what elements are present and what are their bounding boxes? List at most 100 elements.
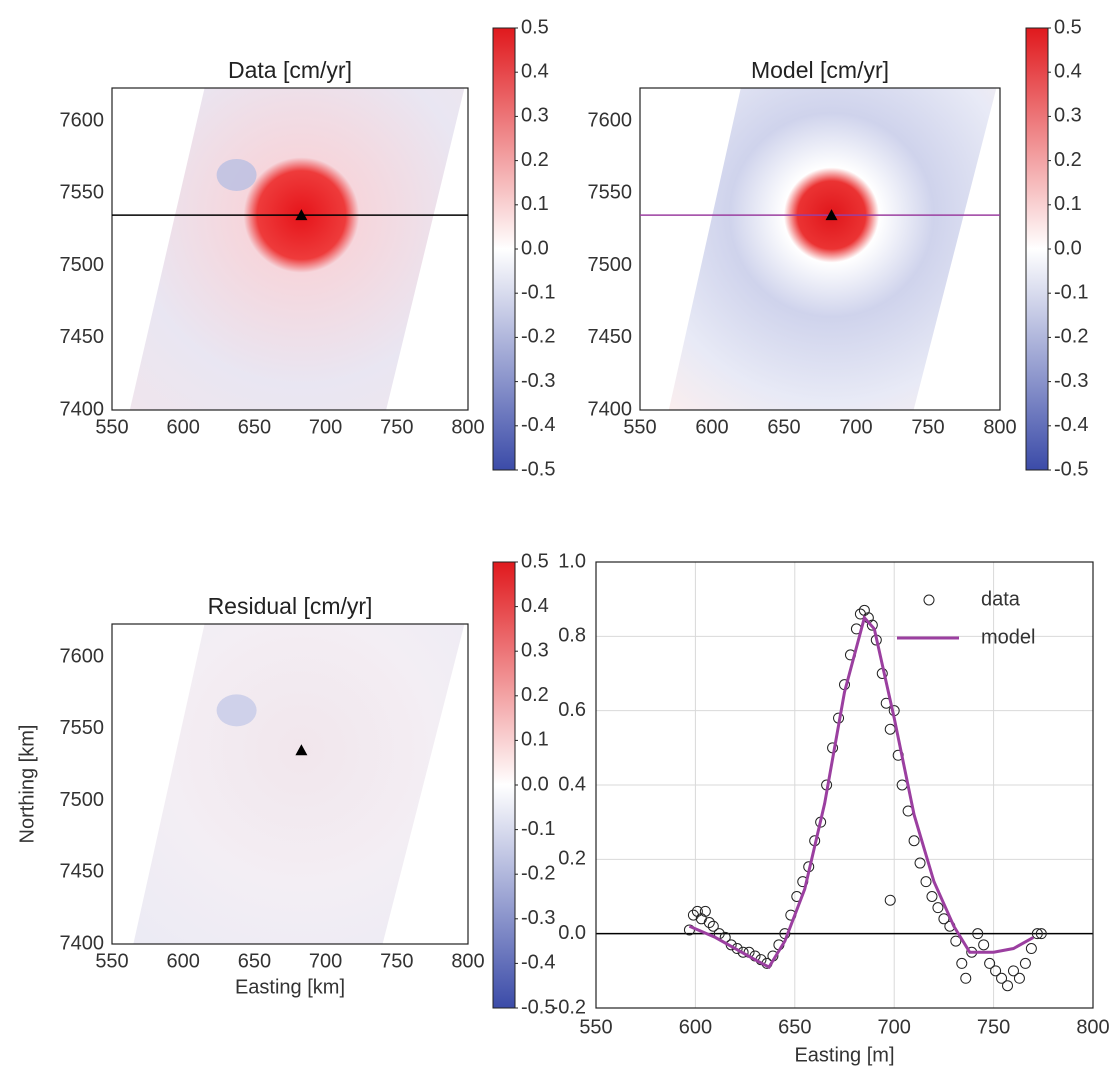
y-tick-label: 7500 (60, 254, 105, 276)
data-point (1002, 980, 1014, 992)
x-axis-label: Easting [m] (794, 1044, 894, 1066)
colorbar-tick-label: 0.2 (1054, 149, 1082, 171)
x-tick-label: 650 (767, 416, 800, 438)
source-marker (295, 744, 308, 756)
axes-frame (639, 87, 1001, 411)
data-point (978, 939, 990, 951)
data-point (990, 965, 1002, 977)
map-feature (216, 158, 257, 191)
map-image (129, 88, 465, 410)
colorbar-tick-label: 0.3 (521, 105, 549, 127)
x-tick-label: 650 (238, 950, 271, 972)
chart-title: Residual [cm/yr] (208, 593, 373, 619)
legend-label: model (981, 626, 1035, 648)
data-point (1035, 928, 1047, 940)
x-tick-label: 700 (309, 416, 342, 438)
source-marker (825, 209, 838, 221)
data-point (984, 957, 996, 969)
y-tick-label: 7450 (60, 861, 105, 883)
colorbar-tick-label: 0.0 (521, 237, 549, 259)
colorbar-tick-label: -0.3 (1054, 370, 1088, 392)
y-tick-label: 1.0 (558, 550, 586, 572)
data-point (1031, 928, 1043, 940)
data-point (914, 857, 926, 869)
map-image (668, 88, 997, 410)
y-tick-label: 7600 (60, 645, 105, 667)
data-point (703, 917, 715, 929)
colorbar-tick-label: 0.4 (521, 60, 549, 82)
data-point (926, 891, 938, 902)
x-tick-label: 550 (623, 416, 656, 438)
colorbar-tick-label: 0.3 (521, 639, 549, 661)
colorbar-tick-label: -0.1 (1054, 281, 1088, 303)
colorbar (492, 27, 516, 471)
colorbar-tick-label: 0.2 (521, 149, 549, 171)
data-point (1019, 957, 1031, 969)
colorbar-tick-label: 0.0 (521, 773, 549, 795)
x-tick-label: 700 (839, 416, 872, 438)
map-feature (216, 694, 257, 727)
colorbar-tick-label: 0.1 (521, 193, 549, 215)
y-tick-label: 7400 (60, 398, 105, 420)
source-marker (295, 209, 308, 221)
axes-frame (111, 623, 469, 945)
colorbar-tick-label: 0.5 (1054, 16, 1082, 38)
colorbar-tick-label: -0.2 (1054, 326, 1088, 348)
x-tick-label: 550 (95, 950, 128, 972)
x-tick-label: 550 (95, 416, 128, 438)
x-tick-label: 600 (695, 416, 728, 438)
y-tick-label: 0.6 (558, 699, 586, 721)
map-image (133, 624, 465, 944)
data-point (956, 957, 968, 969)
y-tick-label: 7400 (588, 398, 633, 420)
y-tick-label: 7400 (60, 932, 105, 954)
data-point (932, 902, 944, 914)
data-point (737, 946, 749, 958)
colorbar-tick-label: 0.1 (1054, 193, 1082, 215)
x-tick-label: 750 (977, 1016, 1010, 1038)
x-tick-label: 800 (451, 950, 484, 972)
x-tick-label: 750 (911, 416, 944, 438)
x-tick-label: 800 (1076, 1016, 1109, 1038)
x-tick-label: 600 (167, 950, 200, 972)
chart-title: Data [cm/yr] (228, 57, 352, 83)
data-point (884, 894, 896, 906)
colorbar-tick-label: -0.1 (521, 281, 555, 303)
colorbar-tick-label: -0.3 (521, 907, 555, 929)
x-axis-label: Easting [km] (235, 976, 345, 998)
x-tick-label: 650 (238, 416, 271, 438)
y-tick-label: 7450 (60, 326, 105, 348)
colorbar (1025, 27, 1049, 471)
x-tick-label: 750 (380, 950, 413, 972)
data-point (699, 905, 711, 917)
y-tick-label: 7600 (588, 109, 633, 131)
axes-frame (595, 561, 1094, 1009)
colorbar-tick-label: -0.2 (521, 326, 555, 348)
colorbar-tick-label: -0.4 (521, 414, 555, 436)
y-tick-label: 7550 (60, 182, 105, 204)
colorbar-tick-label: -0.2 (521, 862, 555, 884)
x-tick-label: 600 (167, 416, 200, 438)
y-tick-label: 0.0 (558, 922, 586, 944)
x-tick-label: 550 (579, 1016, 612, 1038)
legend-marker (923, 594, 935, 606)
colorbar-tick-label: -0.4 (1054, 414, 1088, 436)
x-tick-label: 650 (778, 1016, 811, 1038)
data-point (920, 876, 932, 888)
colorbar-tick-label: -0.5 (1054, 458, 1088, 480)
colorbar-tick-label: 0.4 (1054, 60, 1082, 82)
data-point (707, 920, 719, 932)
data-point (1013, 972, 1025, 984)
colorbar-tick-label: -0.5 (521, 996, 555, 1018)
chart-title: Model [cm/yr] (751, 57, 889, 83)
x-tick-label: 750 (380, 416, 413, 438)
colorbar-tick-label: 0.5 (521, 16, 549, 38)
colorbar-tick-label: -0.4 (521, 952, 555, 974)
x-tick-label: 700 (309, 950, 342, 972)
data-point (950, 935, 962, 947)
colorbar-tick-label: 0.1 (521, 729, 549, 751)
y-tick-label: 0.4 (558, 773, 586, 795)
colorbar (492, 561, 516, 1009)
